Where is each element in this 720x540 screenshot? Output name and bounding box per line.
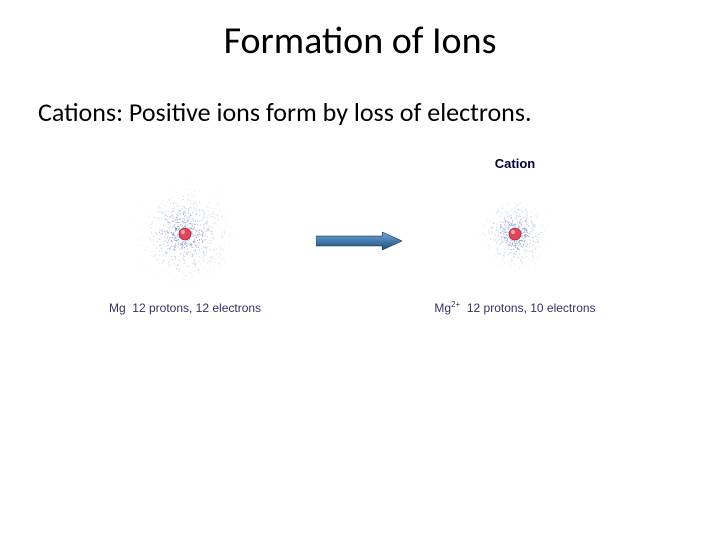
neutral-atom-diagram (60, 174, 310, 294)
electron-cloud-right (390, 174, 640, 294)
subtitle: Cations: Positive ions form by loss of e… (38, 96, 532, 128)
right-heading: Cation (390, 156, 640, 172)
atom-info-left: 12 protons, 12 electrons (132, 301, 261, 315)
atom-info-right: 12 protons, 10 electrons (467, 301, 596, 315)
electron-cloud-left (60, 174, 310, 294)
cation-label: Mg2+ 12 protons, 10 electrons (390, 300, 640, 315)
left-heading (60, 156, 310, 172)
atom-symbol-left: Mg (109, 301, 126, 315)
ion-formation-figure: Mg 12 protons, 12 electrons Cation Mg2+ … (60, 156, 640, 336)
cation-diagram (390, 174, 640, 294)
slide: Formation of Ions Cations: Positive ions… (0, 0, 720, 540)
page-title: Formation of Ions (0, 18, 720, 64)
cation-panel: Cation Mg2+ 12 protons, 10 electrons (390, 156, 640, 315)
neutral-atom-label: Mg 12 protons, 12 electrons (60, 300, 310, 315)
atom-symbol-right: Mg (434, 301, 451, 315)
neutral-atom-panel: Mg 12 protons, 12 electrons (60, 156, 310, 315)
atom-charge-right: 2+ (451, 300, 460, 309)
